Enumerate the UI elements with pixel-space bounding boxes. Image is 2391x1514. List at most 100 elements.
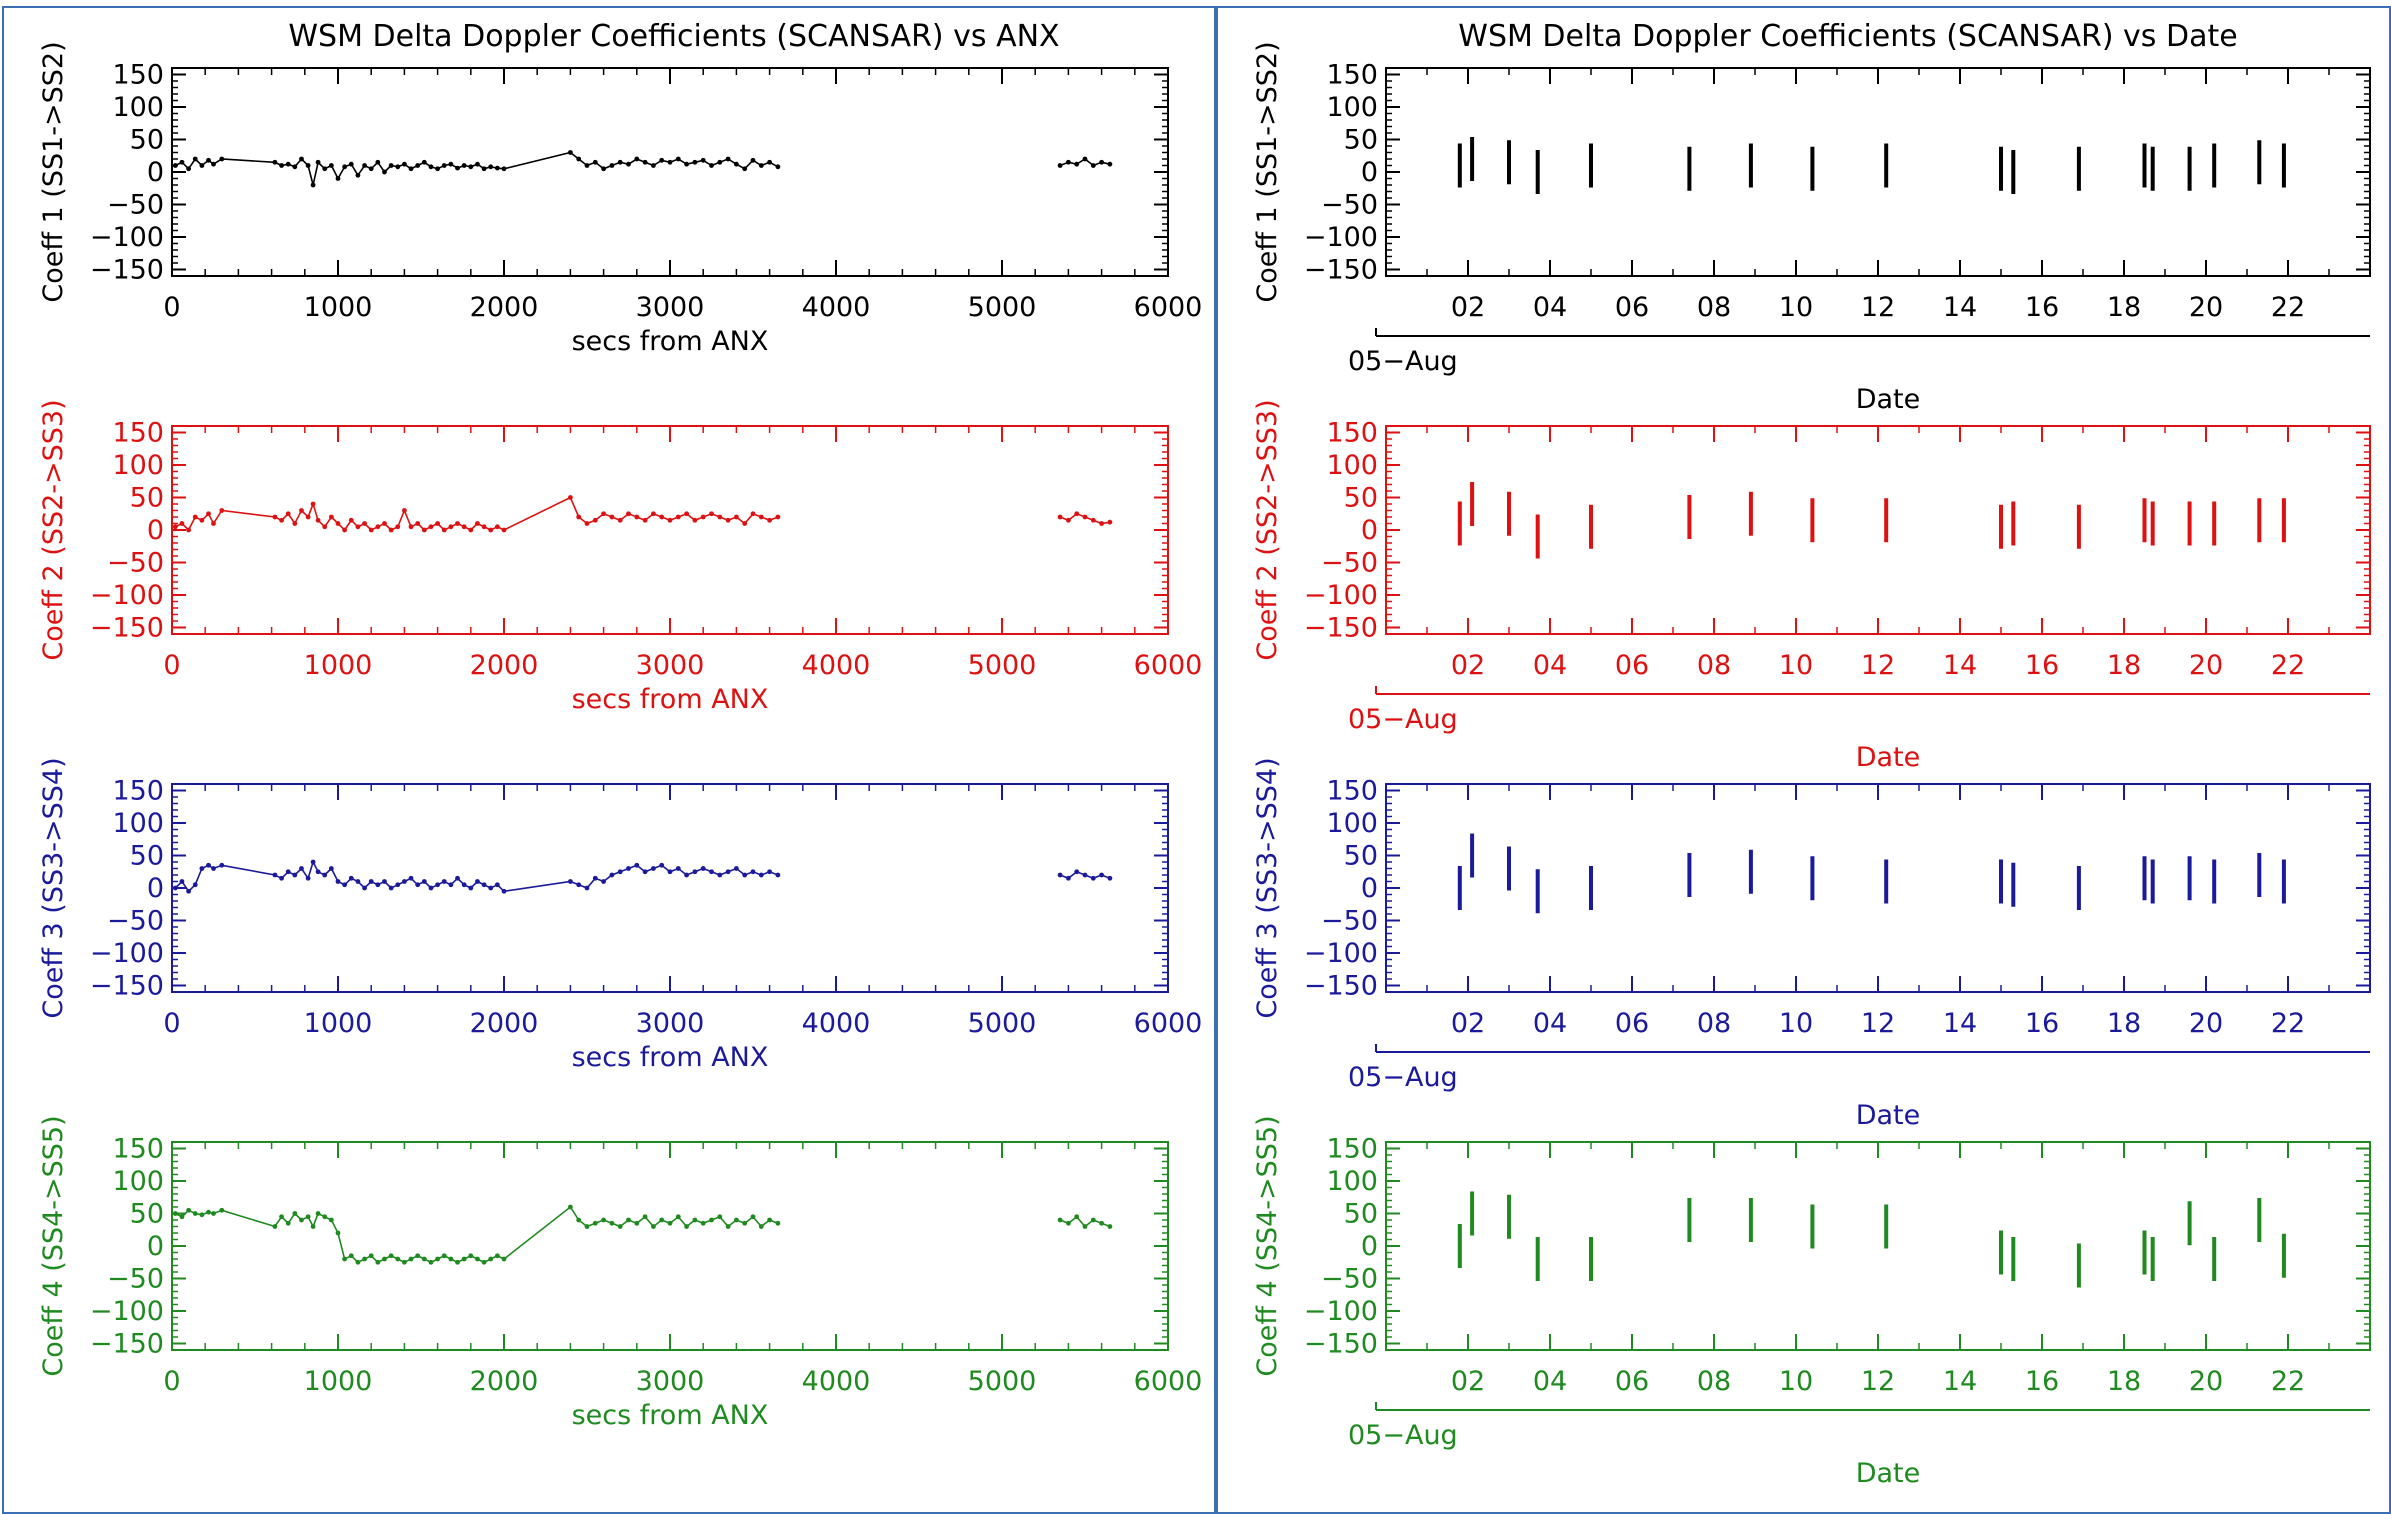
data-point	[1099, 1220, 1104, 1226]
data-point	[1810, 498, 1815, 543]
data-point	[1090, 163, 1096, 168]
x-tick-label: 02	[1451, 650, 1485, 681]
x-tick-label: 12	[1861, 1366, 1895, 1397]
data-point	[310, 859, 316, 865]
data-point	[172, 524, 178, 530]
data-point	[675, 1214, 681, 1220]
data-point	[272, 159, 278, 165]
data-point	[211, 1211, 216, 1216]
data-point	[501, 888, 507, 894]
data-point	[292, 521, 298, 526]
data-point	[279, 163, 284, 168]
data-point	[1082, 872, 1088, 878]
y-tick-label: 150	[1326, 1134, 1378, 1165]
data-point	[172, 1211, 178, 1216]
data-point	[206, 511, 211, 517]
data-point	[206, 157, 211, 163]
data-point	[709, 511, 714, 517]
x-tick-label: 08	[1697, 650, 1731, 681]
data-point	[441, 527, 447, 533]
data-point	[362, 521, 367, 526]
data-point	[421, 527, 427, 533]
data-point	[601, 879, 606, 884]
data-point	[299, 866, 304, 871]
data-point	[692, 159, 698, 165]
x-axis-label: Date	[1856, 384, 1921, 415]
data-point	[395, 882, 401, 888]
x-tick-label: 4000	[802, 292, 871, 323]
data-point	[734, 161, 739, 167]
data-point	[609, 514, 615, 520]
data-point	[468, 885, 474, 891]
x-tick-label: 22	[2271, 1366, 2305, 1397]
y-tick-label: −50	[107, 1264, 164, 1295]
data-point	[1999, 504, 2003, 549]
data-point	[634, 1220, 640, 1226]
data-point	[1884, 1204, 1889, 1249]
y-tick-label: −100	[1304, 580, 1378, 611]
data-point	[1066, 875, 1071, 881]
data-point	[348, 161, 354, 167]
data-point	[675, 514, 681, 520]
x-tick-label: 02	[1451, 1008, 1485, 1039]
y-tick-label: 0	[1361, 873, 1378, 904]
y-axis-label: Coeff 2 (SS2->SS3)	[38, 399, 69, 660]
data-point	[717, 872, 723, 878]
y-tick-label: 0	[147, 515, 164, 546]
x-tick-label: 22	[2271, 1008, 2305, 1039]
data-point	[659, 514, 665, 520]
data-point	[186, 527, 192, 533]
plot-frame	[1385, 783, 2371, 993]
x-tick-label: 10	[1779, 650, 1813, 681]
data-point	[1507, 140, 1511, 185]
data-point	[2212, 859, 2217, 904]
data-point	[2076, 146, 2081, 191]
data-point	[206, 1209, 211, 1215]
x-tick-label: 10	[1779, 1366, 1813, 1397]
data-point	[335, 176, 341, 181]
data-point	[592, 159, 598, 165]
x-tick-label: 04	[1533, 292, 1567, 323]
data-point	[700, 157, 706, 163]
data-point	[455, 521, 460, 526]
data-point	[402, 508, 407, 513]
data-point	[659, 1217, 665, 1223]
data-point	[375, 882, 381, 888]
data-point	[667, 517, 673, 523]
data-point	[609, 163, 615, 168]
data-point	[199, 1212, 205, 1218]
data-point	[1589, 143, 1593, 188]
data-point	[328, 1217, 334, 1223]
data-point	[179, 879, 185, 884]
x-tick-label: 6000	[1134, 1366, 1203, 1397]
data-point	[315, 1211, 321, 1216]
data-point	[1535, 869, 1540, 914]
data-point	[2281, 498, 2286, 543]
data-point	[488, 1256, 494, 1262]
data-point	[192, 514, 198, 520]
data-point	[684, 872, 689, 878]
data-point	[1074, 511, 1080, 517]
data-point	[219, 156, 225, 162]
data-point	[299, 156, 304, 162]
data-point	[1057, 514, 1063, 520]
data-point	[642, 159, 648, 165]
data-point	[192, 1211, 198, 1216]
y-tick-label: 100	[112, 1166, 164, 1197]
data-point	[448, 524, 454, 530]
data-point	[758, 163, 764, 168]
data-point	[388, 163, 394, 168]
data-point	[435, 521, 440, 526]
x-tick-label: 3000	[636, 1366, 705, 1397]
data-point	[717, 159, 723, 165]
data-point	[428, 164, 434, 170]
data-point	[659, 157, 665, 163]
x-tick-label: 18	[2107, 1366, 2141, 1397]
x-tick-label: 04	[1533, 1366, 1567, 1397]
data-point	[322, 872, 328, 878]
y-tick-label: −100	[90, 222, 164, 253]
data-point	[734, 1217, 739, 1223]
x-tick-label: 3000	[636, 650, 705, 681]
data-point	[388, 885, 394, 891]
data-point	[1687, 495, 1692, 539]
